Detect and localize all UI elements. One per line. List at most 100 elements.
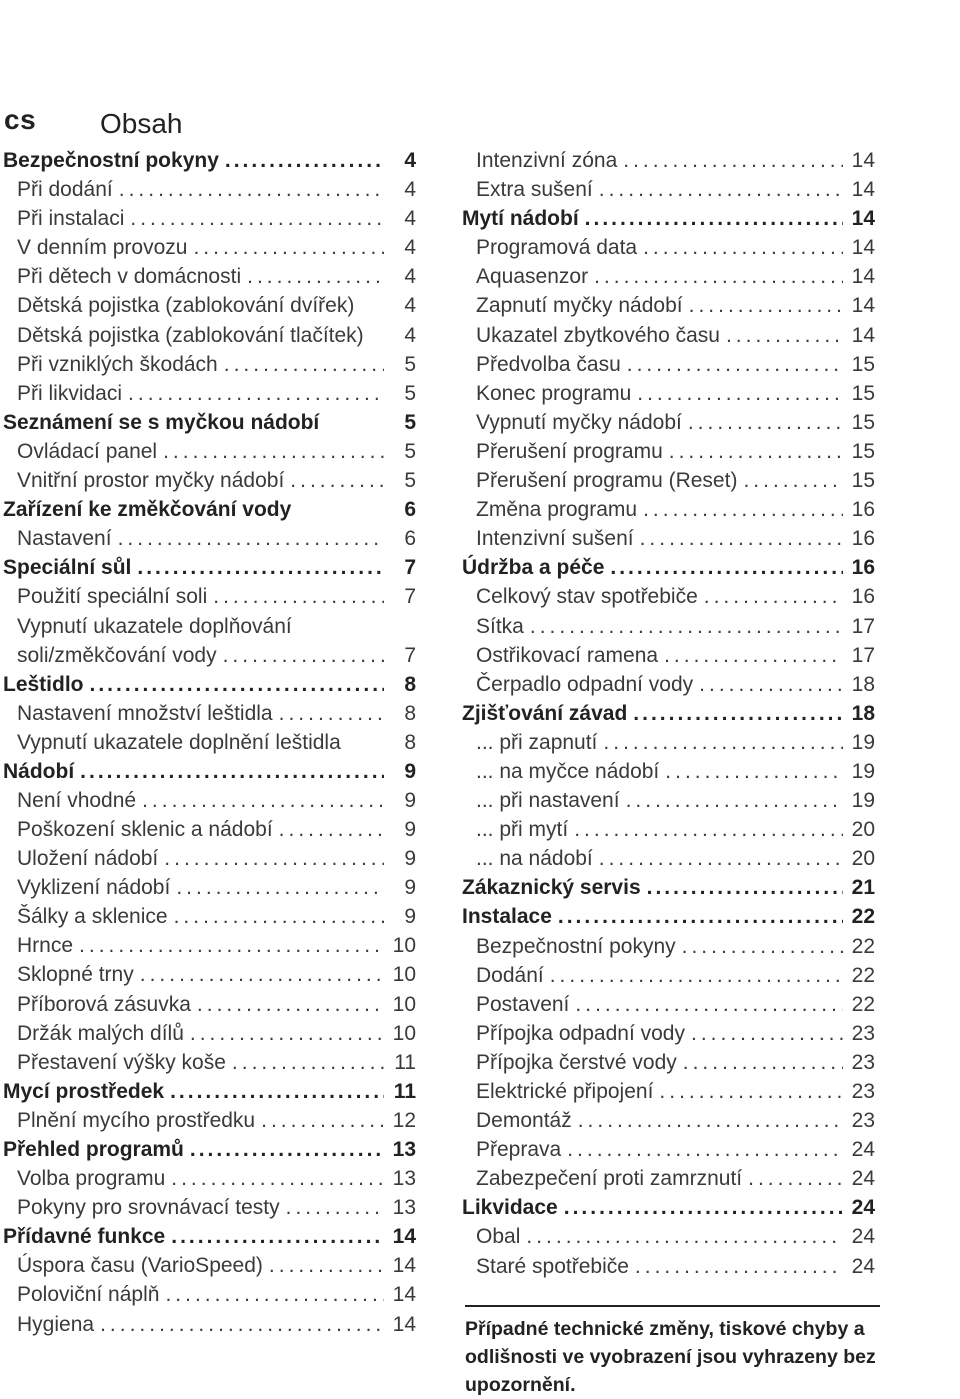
leader-dots — [594, 262, 843, 291]
leader-dots — [683, 1048, 843, 1077]
toc-page-number: 15 — [851, 469, 875, 493]
toc-entry-title: Úspora času (VarioSpeed) — [17, 1254, 263, 1278]
toc-entry-title: Dětská pojistka (zablokování tlačítek) — [17, 323, 364, 347]
toc-entry-title: Leštidlo — [3, 672, 84, 696]
leader-dots — [171, 1164, 384, 1193]
toc-entry-title: Speciální sůl — [3, 556, 132, 580]
toc-page-number: 12 — [392, 1108, 416, 1132]
toc-entry-title: Hrnce — [17, 934, 74, 958]
toc-entry: Intenzivní zóna 14 — [462, 146, 875, 175]
toc-entry: Použití speciální soli 7 — [3, 582, 416, 611]
toc-entry-title: Ostřikovací ramena — [476, 643, 659, 667]
toc-left-column: Bezpečnostní pokyny4Při dodání4Při insta… — [3, 146, 416, 1339]
toc-entry: Dětská pojistka (zablokování dvířek) 4 — [3, 291, 416, 320]
toc-page-number: 4 — [404, 207, 416, 231]
toc-entry: Volba programu 13 — [3, 1164, 416, 1193]
toc-section: Mytí nádobí 14 — [462, 204, 875, 233]
toc-page-number: 21 — [851, 876, 875, 900]
leader-dots — [224, 350, 384, 379]
toc-entry-title: Vyklizení nádobí — [17, 876, 171, 900]
toc-page-number: 4 — [404, 149, 416, 172]
leader-dots — [567, 1135, 843, 1164]
toc-entry-title: Postavení — [476, 992, 570, 1016]
toc-page-number: 17 — [851, 643, 875, 667]
toc-entry-title: Při likvidaci — [17, 381, 123, 405]
toc-entry-title: Intenzivní sušení — [476, 527, 634, 551]
toc-entry-title: Vypnutí ukazatele doplňování — [17, 614, 292, 638]
leader-dots — [79, 931, 384, 960]
toc-entry: Pokyny pro srovnávací testy 13 — [3, 1193, 416, 1222]
toc-page-number: 9 — [404, 905, 416, 929]
leader-dots — [176, 873, 384, 902]
toc-page-number: 7 — [404, 643, 416, 667]
toc-page-number: 10 — [392, 1021, 416, 1045]
toc-entry-title: Zjišťování závad — [462, 701, 628, 725]
toc-entry-title: Celkový stav spotřebiče — [476, 585, 698, 609]
toc-entry-title: Zabezpečení proti zamrznutí — [476, 1167, 743, 1191]
toc-entry-title: Zapnutí myčky nádobí — [476, 294, 683, 318]
leader-dots — [743, 466, 843, 495]
toc-page-number: 14 — [851, 178, 875, 202]
toc-page-number: 23 — [851, 1109, 875, 1133]
leader-dots — [585, 204, 843, 233]
toc-entry: Přípojka čerstvé vody 23 — [462, 1048, 875, 1077]
toc-entry: Extra sušení 14 — [462, 175, 875, 204]
leader-dots — [164, 844, 384, 873]
toc-entry-title: soli/změkčování vody — [17, 643, 217, 667]
toc-page-number: 23 — [851, 1080, 875, 1103]
toc-entry: Při dětech v domácnosti 4 — [3, 262, 416, 291]
toc-page-number: 8 — [404, 672, 416, 696]
toc-entry-title: Obal — [476, 1225, 521, 1249]
toc-entry-title: Držák malých dílů — [17, 1021, 184, 1045]
toc-page-number: 14 — [392, 1254, 416, 1278]
leader-dots — [279, 699, 384, 728]
toc-section: Přehled programů 13 — [3, 1135, 416, 1164]
toc-entry: V denním provozu 4 — [3, 233, 416, 262]
toc-entry: Při instalaci 4 — [3, 204, 416, 233]
toc-entry-title: Použití speciální soli — [17, 585, 208, 609]
leader-dots — [699, 670, 843, 699]
leader-dots — [174, 902, 384, 931]
page-title: Obsah — [100, 108, 183, 139]
toc-entry: Při dodání 4 — [3, 175, 416, 204]
leader-dots — [599, 844, 843, 873]
leader-dots — [279, 815, 384, 844]
toc-entry: Předvolba času 15 — [462, 350, 875, 379]
toc-page-number: 4 — [404, 323, 416, 347]
toc-entry-title: ... při nastavení — [476, 789, 620, 813]
toc-entry: Intenzivní sušení 16 — [462, 524, 875, 553]
toc-entry-title: Předvolba času — [476, 352, 621, 376]
toc-entry-title: Elektrické připojení — [476, 1080, 654, 1103]
toc-entry: Vyklizení nádobí 9 — [3, 873, 416, 902]
toc-page-number: 14 — [851, 294, 875, 318]
toc-entry-title: Instalace — [462, 905, 552, 929]
toc-page-number: 5 — [404, 381, 416, 405]
toc-entry-title: Přerušení programu — [476, 439, 663, 463]
leader-dots — [197, 990, 384, 1019]
toc-entry-title: Při vzniklých škodách — [17, 352, 218, 376]
leader-dots — [142, 786, 384, 815]
toc-entry-title: Mytí nádobí — [462, 207, 579, 231]
toc-page-number: 11 — [394, 1050, 416, 1074]
leader-dots — [578, 1106, 843, 1135]
toc-page-number: 5 — [404, 469, 416, 493]
toc-page-number: 8 — [404, 730, 416, 754]
leader-dots — [637, 379, 843, 408]
toc-page-number: 14 — [851, 149, 875, 172]
toc-page-number: 23 — [851, 1050, 875, 1074]
toc-entry-title: ... při zapnutí — [476, 730, 598, 754]
toc-entry-title: Přerušení programu (Reset) — [476, 469, 738, 493]
toc-page-number: 15 — [851, 381, 875, 405]
leader-dots — [170, 1077, 384, 1106]
toc-entry-title: Přeprava — [476, 1138, 562, 1162]
toc-entry: Aquasenzor 14 — [462, 262, 875, 291]
toc-entry: Celkový stav spotřebiče 16 — [462, 582, 875, 611]
toc-entry: Nastavení 6 — [3, 524, 416, 553]
toc-entry-title: Poškození sklenic a nádobí — [17, 817, 273, 841]
toc-entry-title: Dodání — [476, 963, 544, 987]
toc-entry-title: Změna programu — [476, 498, 638, 522]
toc-page-number: 19 — [851, 730, 875, 754]
leader-dots — [643, 233, 843, 262]
leader-dots — [550, 961, 843, 990]
toc-entry-title: Extra sušení — [476, 178, 593, 202]
